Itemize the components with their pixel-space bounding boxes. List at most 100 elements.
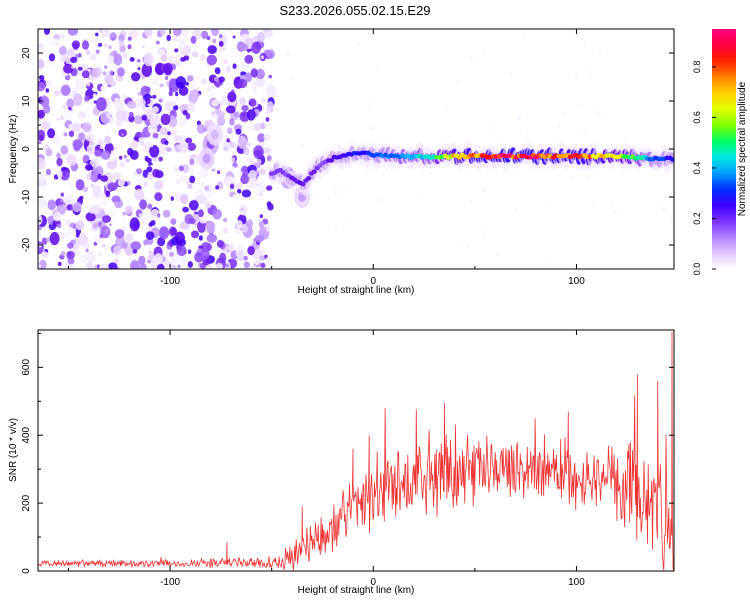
noise-blob	[38, 47, 44, 56]
noise-blob	[260, 262, 266, 268]
noise-blob	[172, 34, 180, 42]
noise-blob	[227, 243, 236, 252]
snr-y-tick-label: 400	[21, 426, 32, 443]
noise-blob	[146, 109, 152, 115]
noise-blob	[123, 155, 127, 159]
noise-blob	[185, 113, 191, 120]
noise-blob	[180, 174, 189, 182]
snr-x-axis-label: Height of straight line (km)	[298, 585, 415, 596]
noise-blob	[141, 114, 148, 121]
noise-blob	[260, 122, 266, 130]
noise-blob	[101, 215, 112, 223]
noise-blob	[140, 141, 145, 146]
noise-blob	[252, 86, 257, 93]
noise-blob	[139, 263, 147, 269]
noise-blob	[142, 169, 149, 178]
noise-blob	[240, 174, 250, 185]
noise-blob	[88, 196, 93, 200]
colorbar-label: Normalized spectral amplitude	[737, 81, 748, 216]
noise-blob	[60, 84, 71, 96]
noise-blob	[257, 133, 266, 143]
noise-blob	[231, 157, 236, 163]
noise-blob	[173, 29, 182, 37]
noise-blob	[151, 106, 159, 114]
noise-blob	[241, 105, 249, 112]
spectrogram-x-ticks: -100 0 100	[67, 29, 585, 287]
noise-blob	[167, 131, 171, 136]
noise-blob	[142, 106, 146, 111]
noise-blob	[53, 211, 61, 222]
noise-blob	[144, 29, 153, 38]
noise-blob	[95, 49, 100, 54]
noise-blob	[256, 32, 265, 43]
noise-blob	[176, 245, 187, 257]
noise-speck	[345, 215, 348, 218]
noise-blob	[189, 89, 199, 103]
noise-blob	[203, 127, 208, 132]
noise-blob	[120, 161, 126, 168]
noise-speck	[509, 72, 513, 76]
noise-blob	[39, 134, 44, 141]
noise-blob	[71, 122, 81, 132]
noise-blob	[38, 264, 42, 269]
noise-blob	[136, 59, 141, 63]
noise-blob	[218, 76, 225, 83]
noise-blob	[128, 115, 135, 123]
snr-y-tick-label: 0	[21, 568, 32, 574]
noise-blob	[241, 223, 249, 233]
noise-speck	[519, 132, 522, 135]
noise-blob	[106, 160, 117, 170]
noise-blob	[115, 109, 127, 122]
noise-blob	[67, 242, 74, 249]
noise-blob	[61, 251, 66, 256]
noise-blob	[124, 233, 133, 242]
snr-x-tick-label: -100	[160, 577, 180, 588]
noise-blob	[57, 261, 62, 267]
noise-blob	[85, 248, 89, 253]
snr-x-tick-label: 100	[568, 577, 585, 588]
noise-speck	[463, 239, 466, 243]
noise-blob	[144, 155, 149, 162]
noise-blob	[130, 241, 142, 251]
noise-blob	[146, 166, 153, 173]
noise-blob	[109, 32, 117, 41]
noise-blob	[266, 155, 272, 162]
noise-blob	[177, 264, 181, 268]
noise-speck	[428, 172, 432, 175]
noise-blob	[211, 93, 216, 97]
noise-blob	[97, 221, 103, 227]
noise-blob	[38, 243, 42, 248]
noise-blob	[106, 112, 112, 119]
noise-speck	[491, 126, 495, 130]
noise-blob	[127, 44, 132, 50]
noise-blob	[119, 44, 126, 53]
noise-blob	[265, 117, 270, 122]
noise-blob	[170, 255, 180, 266]
noise-blob	[91, 29, 95, 32]
noise-blob	[219, 252, 227, 263]
noise-blob	[63, 132, 68, 137]
noise-blob	[53, 90, 61, 96]
noise-speck	[385, 167, 389, 171]
noise-blob	[189, 158, 195, 166]
noise-blob	[62, 104, 68, 110]
noise-blob	[216, 239, 224, 248]
noise-blob	[181, 164, 189, 173]
noise-blob	[168, 90, 173, 97]
noise-blob	[241, 189, 252, 198]
spectrogram-y-tick-label: 10	[21, 95, 32, 107]
noise-blob	[72, 243, 78, 251]
noise-blob	[73, 86, 79, 94]
snr-y-ticks: 0 200 400 600	[21, 332, 674, 574]
noise-blob	[206, 243, 212, 252]
noise-speck	[558, 125, 561, 129]
colorbar: 0.0 0.2 0.4 0.6 0.8 Normalized spectral ampl…	[692, 29, 748, 275]
noise-blob	[71, 40, 81, 49]
noise-blob	[226, 65, 231, 73]
noise-blob	[129, 57, 135, 62]
noise-blob	[199, 216, 207, 224]
noise-blob	[207, 45, 217, 55]
noise-blob	[198, 245, 203, 249]
noise-blob	[268, 74, 273, 79]
noise-blob	[82, 122, 92, 133]
